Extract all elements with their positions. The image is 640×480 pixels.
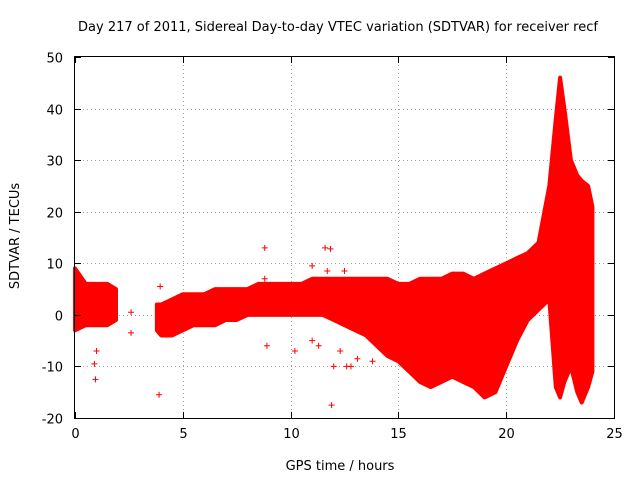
x-tick-label: 5	[179, 427, 187, 442]
x-tick-label: 25	[606, 427, 623, 442]
data-point	[341, 268, 348, 275]
data-point	[291, 347, 298, 354]
plot-frame	[74, 56, 615, 419]
x-tick-label: 15	[390, 427, 407, 442]
data-series-sdtvar	[73, 75, 595, 409]
x-tick-label: 0	[71, 427, 79, 442]
y-tick-label: 0	[55, 310, 63, 325]
data-point	[128, 309, 135, 316]
data-band	[154, 75, 595, 405]
y-axis-title: SDTVAR / TECUs	[8, 183, 23, 290]
data-point	[548, 229, 555, 236]
data-point	[128, 329, 135, 336]
data-point	[327, 245, 334, 252]
x-tick-label: 20	[498, 427, 515, 442]
data-point	[330, 363, 337, 370]
data-point	[92, 376, 99, 383]
data-point	[315, 342, 322, 349]
data-point	[347, 363, 354, 370]
data-point	[544, 244, 551, 251]
data-point	[354, 355, 361, 362]
data-point	[563, 198, 570, 205]
data-point	[156, 391, 163, 398]
data-point	[369, 358, 376, 365]
data-point	[309, 262, 316, 269]
data-point	[93, 347, 100, 354]
data-point	[261, 244, 268, 251]
data-point	[157, 283, 164, 290]
data-point	[574, 198, 581, 205]
grid	[75, 57, 614, 418]
data-point	[337, 347, 344, 354]
y-tick-label: -20	[42, 413, 63, 428]
y-tick-label: 50	[46, 52, 63, 67]
data-point	[328, 402, 335, 409]
y-tick-label: -10	[42, 361, 63, 376]
x-axis-title: GPS time / hours	[286, 459, 395, 474]
data-point	[309, 337, 316, 344]
data-point	[322, 244, 329, 251]
data-point	[578, 280, 585, 287]
y-tick-label: 40	[46, 104, 63, 119]
y-tick-label: 10	[46, 258, 63, 273]
y-tick-label: 30	[46, 155, 63, 170]
data-point	[263, 342, 270, 349]
data-band	[73, 266, 118, 333]
y-tick-label: 20	[46, 207, 63, 222]
x-tick-label: 10	[283, 427, 300, 442]
data-point	[91, 360, 98, 367]
axis-ticks: 0 5 10 15 20 25 -20 -10 0 10 20 30 40 50	[42, 52, 623, 443]
data-point	[261, 275, 268, 282]
chart-title: Day 217 of 2011, Sidereal Day-to-day VTE…	[78, 20, 598, 35]
data-point	[324, 268, 331, 275]
